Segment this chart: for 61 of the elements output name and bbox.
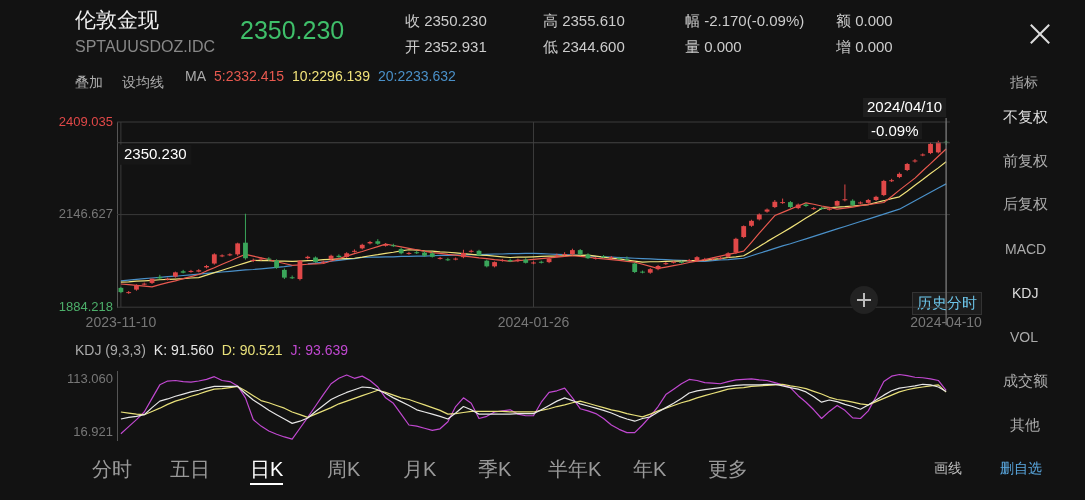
- text: 日K: [250, 456, 284, 485]
- text: 画线: [934, 460, 962, 478]
- text: 季K: [478, 457, 512, 482]
- text: K: 91.560: [153, 342, 214, 358]
- candlestick: [616, 256, 622, 261]
- text: 半年K: [548, 457, 602, 482]
- text: 幅 -2.170(-0.09%): [685, 12, 805, 31]
- text: 2350.230: [240, 16, 345, 45]
- y-tick-label: 1884.218: [58, 298, 113, 314]
- y-tick-label: 2146.627: [58, 206, 113, 222]
- x-tick-label: 2023-11-10: [85, 314, 157, 331]
- text: 成交额: [1003, 372, 1048, 391]
- text: 五日: [170, 457, 210, 482]
- candlestick: [842, 183, 848, 202]
- annotation: 历史分时: [912, 292, 982, 315]
- text: D: 90.521: [221, 342, 283, 358]
- text: 删自选: [1000, 460, 1042, 478]
- candlestick: [352, 248, 357, 254]
- text: 指标: [1010, 74, 1038, 92]
- text: 5:2332.415: [214, 68, 285, 84]
- text: 叠加: [75, 74, 103, 92]
- chart-title: 伦敦金现: [75, 7, 159, 33]
- text: KDJ: [1012, 285, 1039, 301]
- legend-title: KDJ (9,3,3): [75, 342, 146, 358]
- candlestick: [554, 253, 560, 258]
- text: VOL: [1010, 329, 1039, 345]
- y-tick-label: 16.921: [73, 423, 113, 439]
- text: 不复权: [1003, 108, 1048, 127]
- y-tick-label: 113.060: [66, 371, 113, 387]
- x-tick-label: 2024-04-10: [910, 314, 983, 331]
- text: 更多: [708, 457, 748, 482]
- candlestick: [445, 257, 451, 262]
- text: 高 2355.610: [543, 12, 625, 31]
- ref-line-label: 2024/04/10: [867, 98, 943, 116]
- text: 周K: [327, 457, 361, 482]
- candlestick: [219, 253, 225, 258]
- text: 增 0.000: [836, 38, 893, 57]
- text: 额 0.000: [836, 12, 893, 31]
- legend-title: MA: [185, 68, 206, 84]
- ref-line-label: 2350.230: [124, 144, 187, 162]
- text: 月K: [403, 457, 437, 482]
- text: 设均线: [122, 74, 164, 92]
- text: 10:2296.139: [292, 68, 370, 84]
- text: 低 2344.600: [543, 38, 625, 57]
- text: 量 0.000: [685, 38, 742, 57]
- text: 其他: [1010, 416, 1040, 435]
- text: 年K: [633, 457, 667, 482]
- text: 前复权: [1003, 152, 1048, 171]
- x-tick-label: 2024-01-26: [497, 314, 570, 331]
- text: 开 2352.931: [405, 38, 487, 57]
- candlestick: [227, 252, 233, 257]
- text: 分时: [92, 457, 132, 482]
- candlestick: [243, 213, 248, 261]
- text: 20:2233.632: [377, 68, 456, 84]
- text: MACD: [1005, 241, 1047, 257]
- text: 收 2350.230: [405, 12, 487, 31]
- text: 后复权: [1003, 195, 1048, 214]
- y-tick-label: 2409.035: [58, 113, 113, 129]
- chart-subtitle: SPTAUUSDOZ.IDC: [75, 38, 216, 56]
- series-label: J: 93.639: [290, 342, 349, 358]
- annotation: -0.09%: [868, 122, 922, 139]
